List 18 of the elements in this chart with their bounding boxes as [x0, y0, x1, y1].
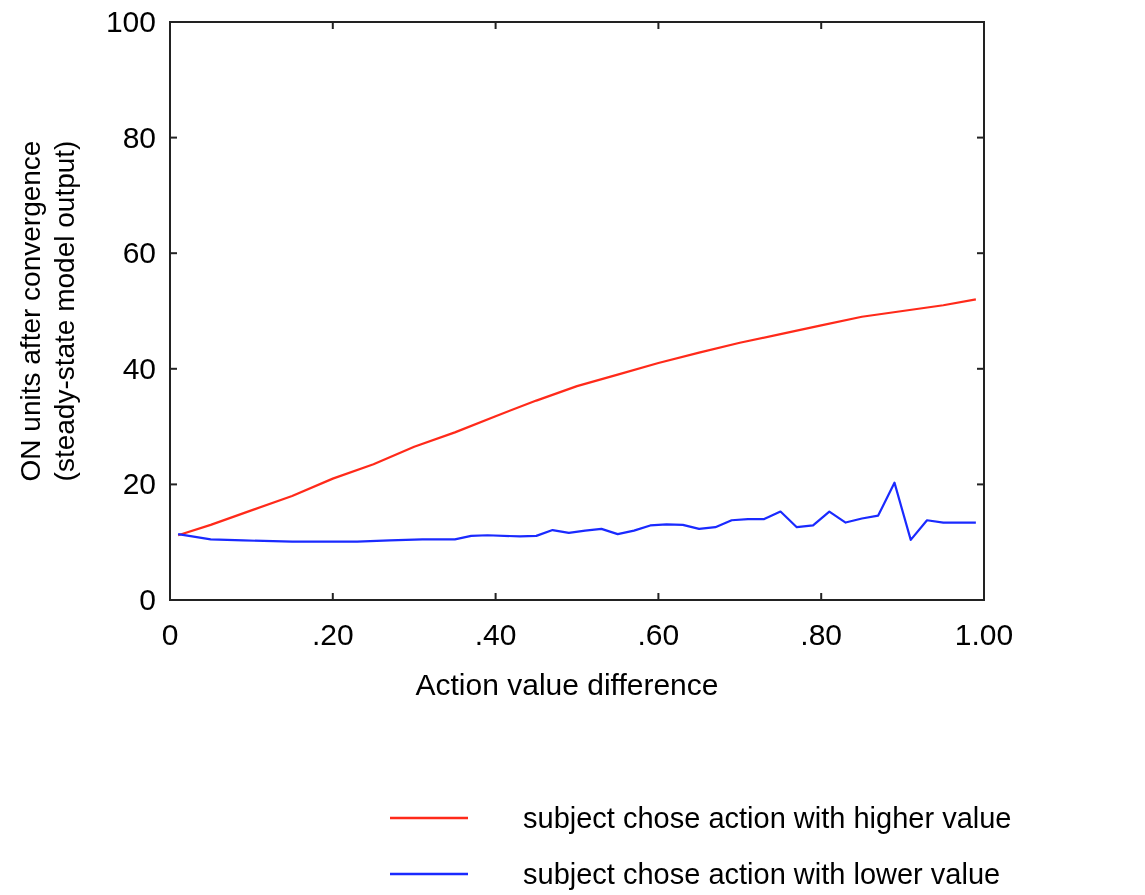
x-tick-label: .60	[637, 618, 680, 651]
y-tick-label: 60	[122, 236, 156, 270]
x-tick-label: .20	[311, 618, 354, 651]
line-series	[177, 481, 977, 543]
legend-label: subject chose action with higher value	[523, 802, 1012, 834]
x-axis-title: Action value difference	[415, 668, 719, 701]
y-tick-label: 100	[105, 5, 156, 38]
y-tick-label: 0	[139, 583, 156, 616]
y-tick-label: 20	[122, 467, 156, 501]
y-axis-title: ON units after convergence (steady-state model output)	[15, 140, 80, 482]
y-tick-label: 80	[122, 120, 156, 154]
x-tick-label: 0	[161, 618, 179, 651]
x-tick-label: .40	[474, 618, 517, 651]
y-tick-label: 40	[122, 351, 156, 385]
line-series	[177, 298, 977, 537]
x-tick-label: 1.00	[954, 618, 1014, 651]
legend-label: subject chose action with lower value	[523, 858, 1001, 890]
x-tick-label: .80	[800, 618, 843, 651]
